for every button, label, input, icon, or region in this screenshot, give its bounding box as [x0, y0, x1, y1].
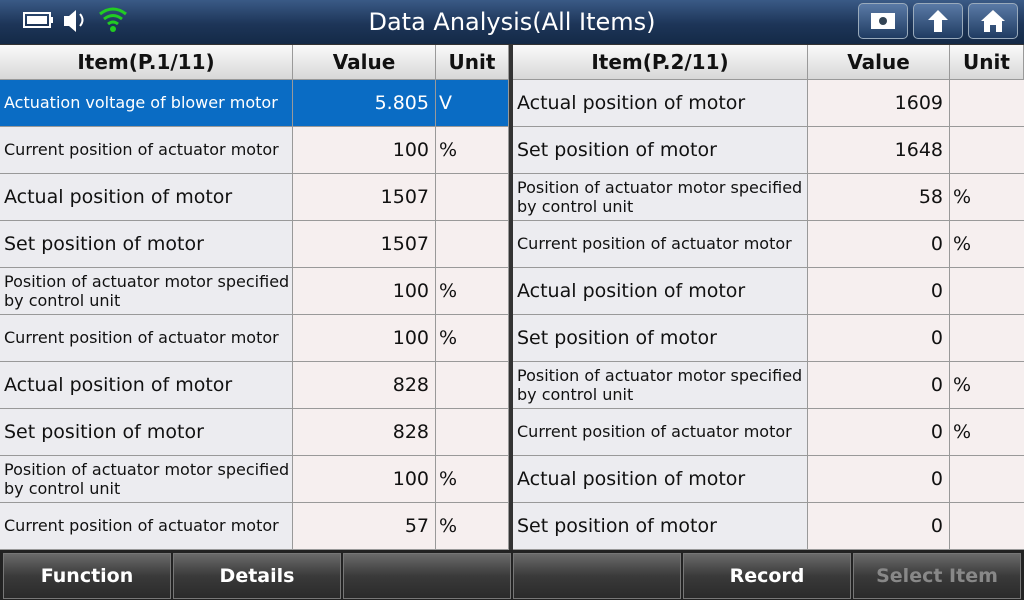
page-title: Data Analysis(All Items)	[368, 8, 656, 36]
unit-cell[interactable]	[950, 127, 1024, 173]
unit-cell[interactable]	[950, 315, 1024, 361]
item-cell[interactable]: Position of actuator motor specified by …	[513, 174, 807, 220]
function-button[interactable]: Record	[683, 553, 851, 599]
value-cell[interactable]: 0	[808, 268, 949, 314]
home-button[interactable]	[968, 3, 1018, 39]
item-cell[interactable]: Actual position of motor	[513, 80, 807, 126]
value-cell[interactable]: 0	[808, 409, 949, 455]
item-cell[interactable]: Actuation voltage of blower motor	[0, 80, 292, 126]
unit-cell[interactable]	[436, 221, 508, 267]
value-cell[interactable]: 828	[293, 362, 435, 408]
value-cell[interactable]: 1648	[808, 127, 949, 173]
column-header: Item(P.2/11)	[513, 45, 807, 79]
item-cell[interactable]: Actual position of motor	[513, 456, 807, 502]
item-cell[interactable]: Set position of motor	[0, 409, 292, 455]
unit-cell[interactable]	[950, 80, 1024, 126]
column-header: Unit	[950, 45, 1023, 79]
data-table: Item(P.2/11) Value Unit Actual position of …	[513, 45, 1024, 550]
column-header: Value	[808, 45, 949, 79]
unit-cell[interactable]	[436, 174, 508, 220]
value-cell[interactable]: 0	[808, 315, 949, 361]
value-cell[interactable]: 5.805	[293, 80, 435, 126]
value-cell[interactable]: 100	[293, 315, 435, 361]
unit-cell[interactable]: %	[950, 409, 1024, 455]
function-bar: Function Details Record Select Item	[0, 550, 1024, 600]
function-button[interactable]: Details	[173, 553, 341, 599]
unit-cell[interactable]: V	[436, 80, 508, 126]
data-table: Item(P.1/11) Value Unit Actuation voltage o…	[0, 45, 509, 550]
unit-cell[interactable]	[950, 456, 1024, 502]
item-cell[interactable]: Current position of actuator motor	[513, 221, 807, 267]
value-cell[interactable]: 100	[293, 268, 435, 314]
value-cell[interactable]: 828	[293, 409, 435, 455]
value-cell[interactable]: 100	[293, 127, 435, 173]
empty-button	[513, 553, 681, 599]
title-bar: Data Analysis(All Items)	[0, 0, 1024, 44]
item-cell[interactable]: Position of actuator motor specified by …	[0, 268, 292, 314]
unit-cell[interactable]: %	[436, 315, 508, 361]
value-cell[interactable]: 100	[293, 456, 435, 502]
item-cell[interactable]: Set position of motor	[513, 315, 807, 361]
unit-cell[interactable]: %	[950, 221, 1024, 267]
item-cell[interactable]: Set position of motor	[513, 127, 807, 173]
item-cell[interactable]: Current position of actuator motor	[0, 503, 292, 549]
unit-cell[interactable]	[950, 503, 1024, 549]
empty-button	[343, 553, 511, 599]
unit-cell[interactable]: %	[436, 456, 508, 502]
unit-cell[interactable]: %	[950, 362, 1024, 408]
screenshot-button[interactable]	[858, 3, 908, 39]
item-cell[interactable]: Actual position of motor	[0, 174, 292, 220]
unit-cell[interactable]	[950, 268, 1024, 314]
item-cell[interactable]: Set position of motor	[513, 503, 807, 549]
column-header: Item(P.1/11)	[0, 45, 292, 79]
item-cell[interactable]: Set position of motor	[0, 221, 292, 267]
value-cell[interactable]: 0	[808, 503, 949, 549]
back-button[interactable]	[913, 3, 963, 39]
value-cell[interactable]: 57	[293, 503, 435, 549]
value-cell[interactable]: 58	[808, 174, 949, 220]
value-cell[interactable]: 1507	[293, 221, 435, 267]
item-cell[interactable]: Current position of actuator motor	[513, 409, 807, 455]
unit-cell[interactable]: %	[436, 268, 508, 314]
unit-cell[interactable]: %	[950, 174, 1024, 220]
item-cell[interactable]: Position of actuator motor specified by …	[0, 456, 292, 502]
item-cell[interactable]: Current position of actuator motor	[0, 315, 292, 361]
function-button[interactable]: Function	[3, 553, 171, 599]
unit-cell[interactable]: %	[436, 127, 508, 173]
item-cell[interactable]: Actual position of motor	[0, 362, 292, 408]
value-cell[interactable]: 1609	[808, 80, 949, 126]
function-button: Select Item	[853, 553, 1021, 599]
unit-cell[interactable]	[436, 409, 508, 455]
status-icons	[23, 7, 127, 32]
item-cell[interactable]: Actual position of motor	[513, 268, 807, 314]
column-header: Value	[293, 45, 435, 79]
value-cell[interactable]: 0	[808, 362, 949, 408]
item-cell[interactable]: Current position of actuator motor	[0, 127, 292, 173]
value-cell[interactable]: 0	[808, 456, 949, 502]
column-header: Unit	[436, 45, 508, 79]
unit-cell[interactable]	[436, 362, 508, 408]
value-cell[interactable]: 0	[808, 221, 949, 267]
unit-cell[interactable]: %	[436, 503, 508, 549]
value-cell[interactable]: 1507	[293, 174, 435, 220]
item-cell[interactable]: Position of actuator motor specified by …	[513, 362, 807, 408]
